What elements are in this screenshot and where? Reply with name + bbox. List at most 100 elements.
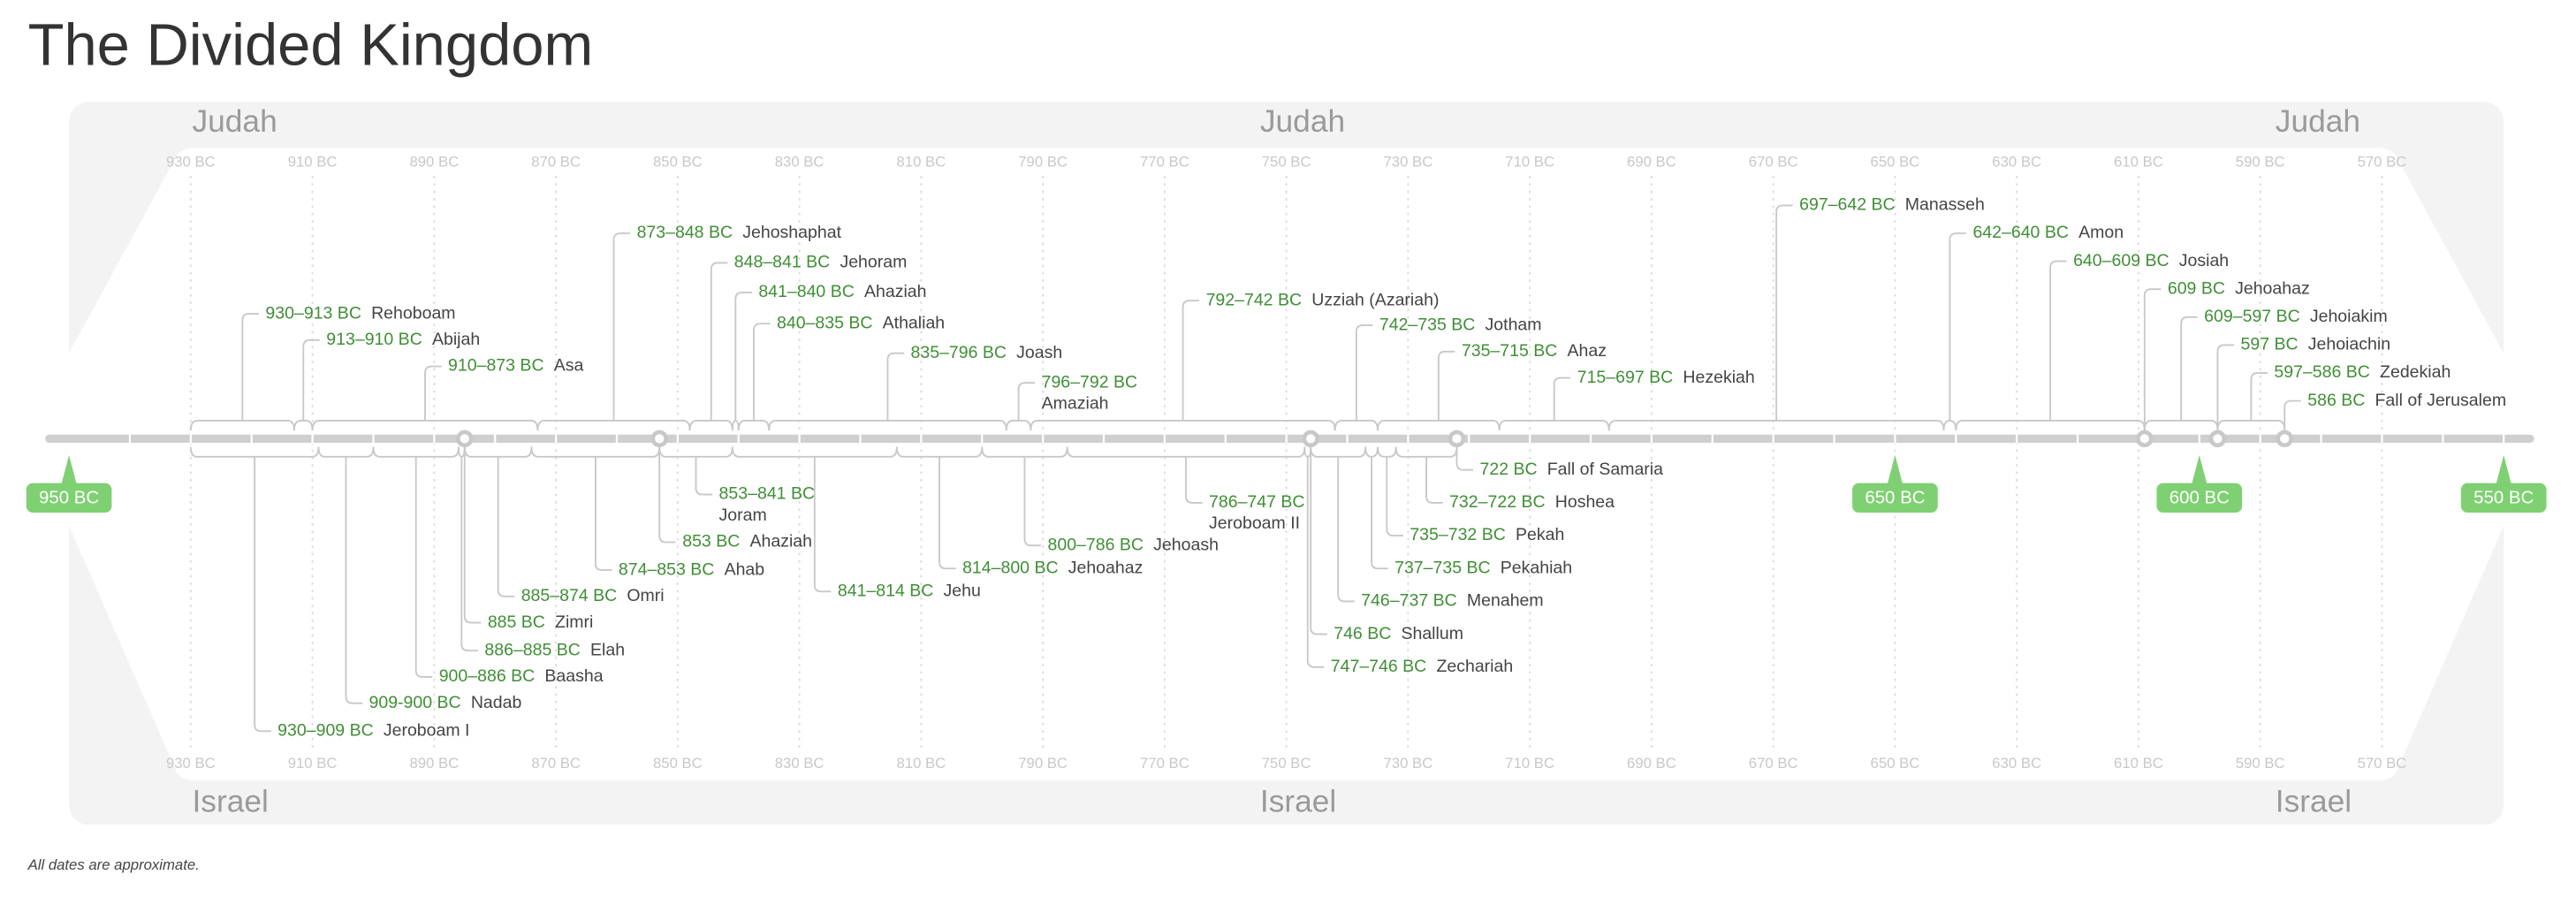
tick-label: 750 BC <box>1262 153 1311 170</box>
reign-connector <box>2049 260 2067 421</box>
tick-label: 870 BC <box>531 755 581 772</box>
tick-label: 870 BC <box>531 153 581 170</box>
reign-dates: 910–873 BC <box>448 356 544 376</box>
tick-label: 670 BC <box>1749 755 1798 772</box>
reign-dates: 732–722 BC <box>1449 492 1546 512</box>
reign-dates: 742–735 BC <box>1379 315 1476 334</box>
tick-label: 690 BC <box>1627 153 1676 170</box>
ruler-name: Athaliah <box>883 313 946 332</box>
reign-dates: 746 BC <box>1334 624 1391 643</box>
kingdom-label: Judah <box>1260 104 1345 139</box>
reign-dates: 886–885 BC <box>484 640 581 659</box>
reign-dates: 640–609 BC <box>2073 251 2169 270</box>
tick-label: 710 BC <box>1505 153 1554 170</box>
reign-connector <box>1306 456 1325 668</box>
ruler-name: Elah <box>590 640 625 659</box>
reign-dates: 609 BC <box>2168 278 2225 298</box>
ruler-name: Ahaziah <box>749 532 812 551</box>
ruler-name: Nadab <box>471 693 522 712</box>
tick-label: 690 BC <box>1627 755 1676 772</box>
tick-label: 890 BC <box>409 153 459 170</box>
reign-connector <box>1949 232 1966 421</box>
ruler-name: Jehoiakim <box>2310 307 2388 326</box>
reign-connector <box>1185 456 1203 504</box>
kingdom-label: Israel <box>2276 784 2352 818</box>
ruler-name: Asa <box>554 356 584 376</box>
tick-label: 850 BC <box>653 153 703 170</box>
reign-connector <box>1437 350 1455 421</box>
reign-dates: 814–800 BC <box>962 558 1059 577</box>
reign-connector <box>813 456 832 593</box>
kingdom-label: Israel <box>193 784 269 818</box>
reign-connector <box>1371 456 1388 570</box>
tick-label: 730 BC <box>1384 153 1433 170</box>
ruler-name: Hezekiah <box>1683 368 1754 387</box>
reign-dates: 746–737 BC <box>1361 591 1457 611</box>
ruler-name: Jeroboam II <box>1209 513 1300 533</box>
ruler-name: Ahab <box>725 559 765 579</box>
tick-label: 890 BC <box>409 755 459 772</box>
ruler-name: Baasha <box>544 666 603 686</box>
reign-connector <box>1182 300 1200 421</box>
reign-connector <box>1337 456 1355 603</box>
reign-dates: 715–697 BC <box>1577 368 1674 387</box>
tick-label: 810 BC <box>896 755 946 772</box>
milestone-label: 550 BC <box>2473 488 2534 508</box>
ruler-name: Ahaziah <box>864 282 927 301</box>
reign-connector <box>1455 445 1474 471</box>
event-marker <box>1448 430 1466 448</box>
reign-dates: 853–841 BC <box>719 484 816 504</box>
reign-connector <box>497 456 515 597</box>
ruler-name: Jeroboam I <box>384 720 470 740</box>
reign-dates: 885 BC <box>488 612 545 632</box>
milestone-label: 600 BC <box>2169 488 2230 508</box>
reign-dates: 786–747 BC <box>1209 492 1305 512</box>
reign-dates: 853 BC <box>682 532 740 551</box>
kingdom-label: Judah <box>193 104 277 139</box>
ruler-name: Josiah <box>2179 251 2229 270</box>
reign-connector <box>710 262 728 421</box>
tick-label: 650 BC <box>1871 153 1920 170</box>
reign-dates: 609–597 BC <box>2204 307 2300 326</box>
tick-label: 750 BC <box>1262 755 1311 772</box>
reign-dates: 792–742 BC <box>1206 290 1303 309</box>
tick-label: 930 BC <box>166 153 216 170</box>
ruler-name: Rehoboam <box>371 303 455 323</box>
ruler-name: Jotham <box>1486 315 1542 334</box>
kingdom-label: Israel <box>1260 784 1336 818</box>
ruler-name: Pekah <box>1516 525 1564 544</box>
event-marker <box>650 430 668 448</box>
ruler-name: Jehoash <box>1153 535 1219 554</box>
reign-dates: 597–586 BC <box>2274 362 2370 382</box>
reign-connector <box>886 352 905 421</box>
ruler-name: Amon <box>2078 223 2124 242</box>
reign-dates: 913–910 BC <box>326 330 422 349</box>
reign-dates: 835–796 BC <box>911 343 1007 362</box>
milestone-pill <box>1852 483 1938 513</box>
ruler-name: Jehoiachin <box>2308 335 2390 354</box>
reign-connector <box>254 456 271 733</box>
tick-label: 910 BC <box>288 755 338 772</box>
reign-connector <box>594 456 612 572</box>
reign-connector <box>1553 376 1571 421</box>
tick-label: 590 BC <box>2236 153 2285 170</box>
reign-dates: 800–786 BC <box>1047 535 1144 554</box>
tick-label: 850 BC <box>653 755 703 772</box>
reign-connector <box>2216 344 2235 432</box>
reign-connector <box>1386 456 1403 536</box>
tick-label: 930 BC <box>166 755 216 772</box>
ruler-name: Jehoahaz <box>1068 558 1144 577</box>
reign-dates: 735–732 BC <box>1410 525 1506 544</box>
milestone-pill <box>2460 483 2547 513</box>
ruler-name: Shallum <box>1401 624 1463 643</box>
ruler-name: Jehoram <box>840 253 907 272</box>
reign-connector <box>2283 399 2301 432</box>
tick-label: 670 BC <box>1749 153 1798 170</box>
reign-connector <box>241 313 259 421</box>
reign-dates: 848–841 BC <box>734 253 831 272</box>
reign-connector <box>658 445 676 544</box>
tick-label: 790 BC <box>1018 755 1068 772</box>
event-marker <box>2276 430 2294 448</box>
